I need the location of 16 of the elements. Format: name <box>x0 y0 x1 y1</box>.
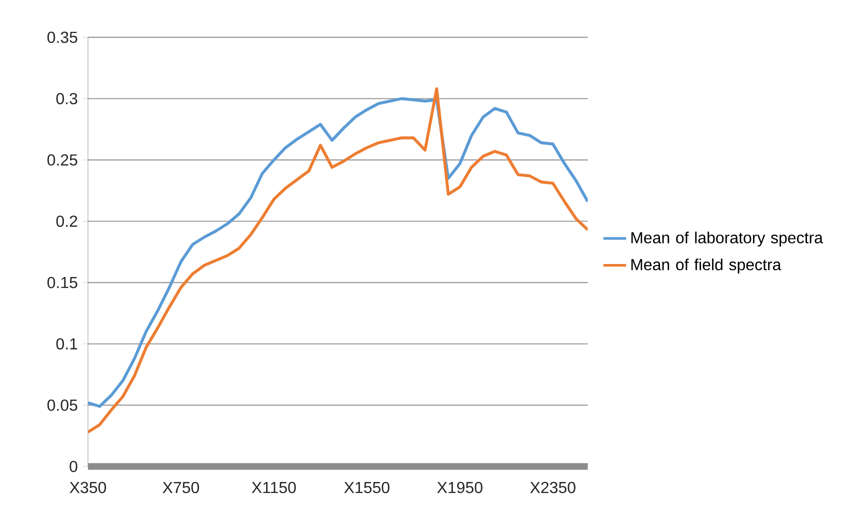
legend-label: Mean of laboratory spectra <box>631 231 823 246</box>
y-tick-label: 0.25 <box>47 154 78 166</box>
y-tick-label: 0.35 <box>47 31 78 43</box>
y-tick-label: 0.3 <box>56 92 78 104</box>
y-tick-label: 0.1 <box>56 338 78 350</box>
x-tick-label: X2350 <box>530 482 576 493</box>
legend-label: Mean of field spectra <box>631 258 782 274</box>
y-tick-label: 0.15 <box>47 276 78 288</box>
x-tick-label: X1550 <box>344 482 390 493</box>
x-tick-label: X350 <box>70 482 106 493</box>
y-tick-label: 0.2 <box>56 215 78 227</box>
x-tick-label: X750 <box>162 482 200 493</box>
x-tick-label: X1150 <box>252 482 296 493</box>
y-tick-label: 0 <box>70 460 78 472</box>
x-tick-label: X1950 <box>437 482 482 493</box>
y-tick-label: 0.05 <box>47 399 78 411</box>
